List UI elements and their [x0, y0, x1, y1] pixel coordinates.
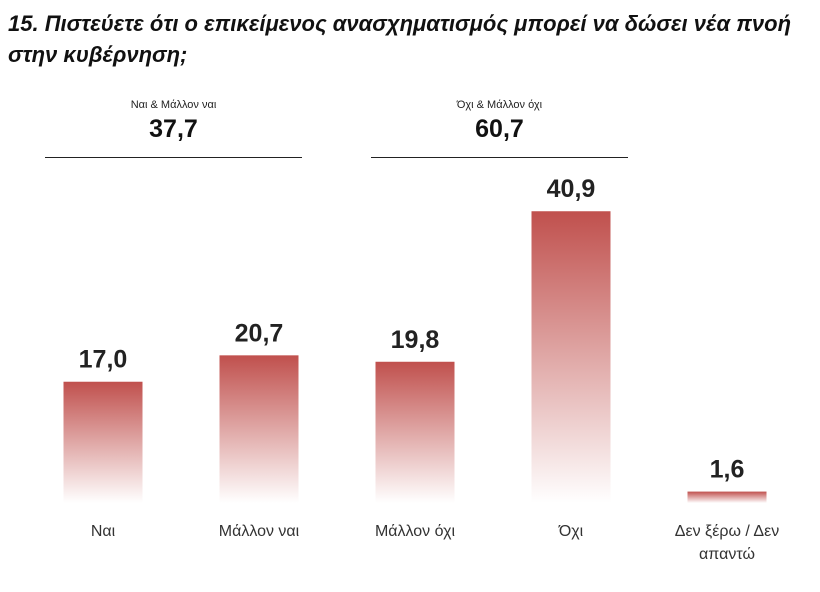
bar-0 — [63, 381, 143, 503]
data-label-4: 1,6 — [710, 456, 745, 484]
data-label-2: 19,8 — [391, 326, 440, 354]
chart-title: 15. Πιστεύετε ότι ο επικείμενος ανασχημα… — [8, 11, 792, 67]
group-yes-divider — [45, 157, 302, 158]
bars-layer — [63, 211, 767, 503]
category-label-4-line-1: απαντώ — [699, 546, 755, 563]
group-no-label: Όχι & Μάλλον όχι — [456, 99, 543, 111]
bar-2 — [375, 361, 455, 503]
group-yes-label: Ναι & Μάλλον ναι — [130, 99, 217, 111]
group-no-divider — [371, 157, 628, 158]
bar-3 — [531, 211, 611, 503]
category-label-0: Ναι — [91, 523, 116, 540]
category-label-2: Μάλλον όχι — [375, 523, 456, 540]
group-yes-total: Ναι & Μάλλον ναι 37,7 — [45, 98, 302, 160]
bar-4 — [687, 491, 767, 503]
category-label-3: Όχι — [558, 523, 584, 540]
group-yes-value: 37,7 — [149, 115, 198, 143]
data-label-1: 20,7 — [235, 319, 284, 347]
category-label-4-line-0: Δεν ξέρω / Δεν — [675, 523, 779, 540]
data-label-0: 17,0 — [79, 346, 128, 374]
labels-layer: 17,0 Ναι 20,7 Μάλλον ναι 19,8 Μάλλον όχι 40,9 Ό… — [79, 175, 780, 563]
group-no-value: 60,7 — [475, 115, 524, 143]
data-label-3: 40,9 — [547, 175, 596, 203]
group-no-total: Όχι & Μάλλον όχι 60,7 — [371, 98, 628, 160]
bar-1 — [219, 355, 299, 503]
category-label-1: Μάλλον ναι — [219, 523, 300, 540]
